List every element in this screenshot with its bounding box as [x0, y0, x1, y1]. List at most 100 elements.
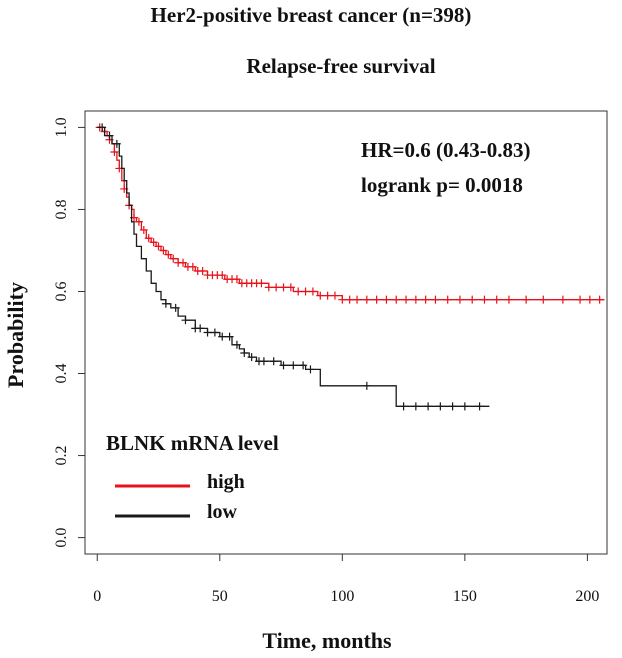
censor-mark-low — [448, 402, 457, 411]
censor-mark-high — [323, 291, 332, 300]
censor-mark-high — [139, 225, 148, 234]
censor-mark-low — [196, 324, 205, 333]
censor-mark-high — [134, 217, 143, 226]
censor-mark-low — [247, 353, 256, 362]
censor-mark-high — [382, 295, 391, 304]
censor-mark-high — [272, 283, 281, 292]
censor-mark-low — [210, 328, 219, 337]
censor-mark-high — [218, 271, 227, 280]
censor-mark-low — [424, 402, 433, 411]
censor-mark-low — [460, 402, 469, 411]
censor-mark-high — [279, 283, 288, 292]
censor-mark-low — [232, 340, 241, 349]
censor-mark-low — [411, 402, 420, 411]
censor-mark-high — [232, 275, 241, 284]
legend-title: BLNK mRNA level — [106, 431, 279, 455]
censor-mark-low — [289, 361, 298, 370]
censor-mark-high — [372, 295, 381, 304]
censor-mark-high — [492, 295, 501, 304]
censor-mark-high — [595, 295, 604, 304]
censor-mark-high — [345, 295, 354, 304]
x-axis-title: Time, months — [262, 628, 392, 653]
censor-mark-high — [455, 295, 464, 304]
censor-mark-low — [161, 299, 170, 308]
y-tick-label: 0.0 — [53, 528, 70, 548]
censor-mark-high — [154, 242, 163, 251]
y-tick-label: 0.6 — [53, 281, 70, 301]
censor-mark-high — [179, 258, 188, 267]
censor-mark-low — [203, 328, 212, 337]
censor-mark-high — [198, 266, 207, 275]
censor-mark-high — [468, 295, 477, 304]
censor-mark-high — [353, 295, 362, 304]
censor-mark-low — [105, 131, 114, 140]
x-axis: 0 50 100 150 200 — [93, 554, 599, 605]
censor-mark-high — [257, 279, 266, 288]
censor-mark-high — [431, 295, 440, 304]
censor-mark-high — [522, 295, 531, 304]
censor-mark-high — [164, 250, 173, 259]
chart-title: Her2-positive breast cancer (n=398) — [151, 3, 472, 27]
censor-mark-high — [159, 246, 168, 255]
censor-mark-high — [539, 295, 548, 304]
survival-curves — [95, 123, 605, 411]
censor-mark-high — [149, 238, 158, 247]
x-tick-label: 150 — [453, 588, 477, 605]
y-tick-label: 0.2 — [53, 446, 70, 466]
censor-mark-low — [399, 402, 408, 411]
censor-mark-high — [330, 291, 339, 300]
chart-subtitle: Relapse-free survival — [246, 54, 435, 78]
censor-mark-high — [480, 295, 489, 304]
censor-mark-high — [286, 283, 295, 292]
censor-mark-low — [240, 349, 249, 358]
censor-mark-high — [576, 295, 585, 304]
censor-mark-high — [585, 295, 594, 304]
censor-mark-low — [112, 139, 121, 148]
censor-mark-low — [299, 361, 308, 370]
censor-mark-high — [144, 234, 153, 243]
censor-mark-low — [259, 357, 268, 366]
censor-mark-low — [279, 361, 288, 370]
y-tick-label: 1.0 — [53, 117, 70, 137]
hazard-ratio-annotation: HR=0.6 (0.43-0.83) — [361, 138, 530, 162]
legend-label-high: high — [207, 471, 245, 493]
x-tick-label: 200 — [575, 588, 599, 605]
x-tick-label: 0 — [93, 588, 101, 605]
legend-label-low: low — [207, 501, 238, 523]
censor-mark-high — [316, 291, 325, 300]
plot-frame — [84, 110, 608, 555]
censor-mark-high — [504, 295, 513, 304]
censor-mark-high — [308, 287, 317, 296]
censor-mark-high — [169, 254, 178, 263]
y-tick-label: 0.4 — [53, 364, 70, 384]
censor-mark-low — [181, 316, 190, 325]
censor-mark-high — [110, 148, 119, 157]
censor-mark-high — [301, 287, 310, 296]
censor-mark-low — [269, 357, 278, 366]
logrank-p-annotation: logrank p= 0.0018 — [361, 173, 523, 197]
censor-mark-high — [443, 295, 452, 304]
x-tick-label: 50 — [212, 588, 228, 605]
censor-mark-low — [98, 123, 107, 132]
censor-mark-high — [362, 295, 371, 304]
censor-mark-low — [362, 381, 371, 390]
y-tick-label: 0.8 — [53, 199, 70, 219]
censor-mark-high — [264, 283, 273, 292]
censor-mark-high — [421, 295, 430, 304]
censor-mark-high — [188, 262, 197, 271]
censor-mark-high — [402, 295, 411, 304]
censor-mark-high — [294, 287, 303, 296]
censor-mark-high — [558, 295, 567, 304]
censor-mark-high — [338, 295, 347, 304]
censor-mark-low — [218, 332, 227, 341]
censor-mark-high — [392, 295, 401, 304]
censor-mark-low — [306, 365, 315, 374]
y-axis: 0.0 0.2 0.4 0.6 0.8 1.0 — [53, 117, 85, 548]
censor-mark-high — [411, 295, 420, 304]
y-axis-title: Probability — [3, 282, 28, 388]
censor-mark-low — [436, 402, 445, 411]
x-tick-label: 100 — [330, 588, 354, 605]
censor-mark-low — [225, 332, 234, 341]
censor-mark-low — [171, 303, 180, 312]
